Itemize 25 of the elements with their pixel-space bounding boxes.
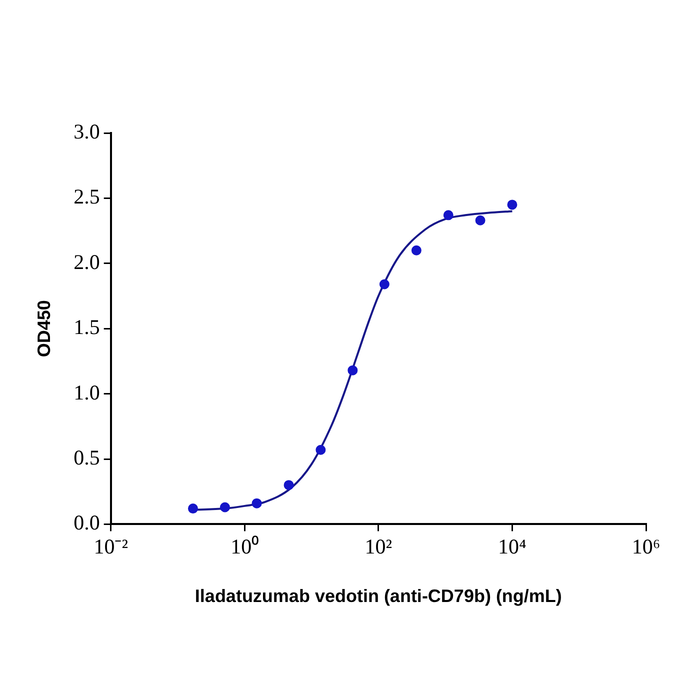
point [411, 245, 422, 256]
point [316, 444, 326, 455]
y-tick-label: 2.5 [74, 184, 100, 209]
y-tick-label: 2.0 [74, 250, 100, 274]
x-tick-label: 10⁶ [632, 534, 660, 558]
y-tick-label: 0.5 [74, 446, 100, 470]
x-tick-label: 10⁻² [94, 534, 128, 558]
point [284, 480, 294, 490]
point [475, 215, 486, 226]
y-axis-title: OD450 [34, 300, 54, 358]
y-tick-label: 0.0 [74, 510, 100, 535]
point [507, 200, 518, 210]
y-tick-label: 3.0 [74, 120, 100, 144]
point [443, 210, 454, 220]
point [348, 365, 358, 376]
point [188, 504, 198, 514]
point [220, 502, 230, 512]
x-tick-label: 10⁰ [230, 534, 259, 558]
x-tick-label: 10² [364, 534, 392, 558]
y-tick-label: 1.0 [74, 380, 100, 404]
point [379, 279, 390, 290]
y-tick-label: 1.5 [74, 315, 100, 340]
x-tick-label: 10⁴ [498, 534, 526, 558]
point [252, 498, 262, 508]
x-axis-title: Iladatuzumab vedotin (anti-CD79b) (ng/mL) [194, 586, 562, 606]
